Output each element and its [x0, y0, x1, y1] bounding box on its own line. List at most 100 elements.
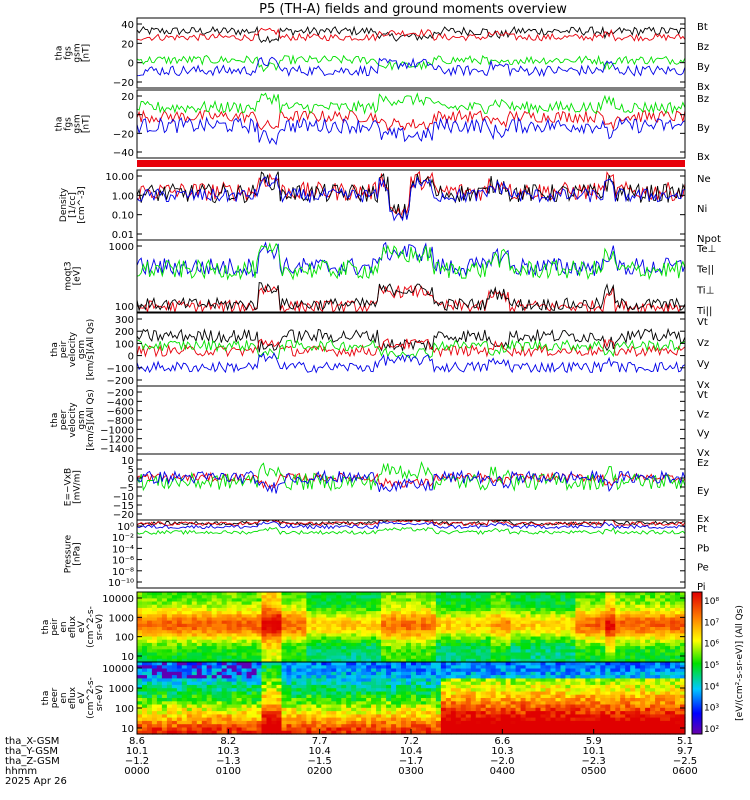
spectrogram-cell [535, 720, 542, 725]
spectrogram-cell [226, 707, 233, 712]
spectrogram-cell [206, 617, 213, 622]
spectrogram-cell [411, 601, 417, 606]
spectrogram-cell [500, 601, 507, 606]
spectrogram-cell [321, 639, 327, 644]
spectrogram-cell [465, 711, 472, 715]
spectrogram-cell [535, 598, 542, 603]
spectrogram-cell [555, 649, 562, 654]
spectrogram-cell [326, 614, 332, 619]
spectrogram-cell [196, 724, 203, 729]
spectrogram-cell [311, 678, 317, 683]
spectrogram-cell [306, 720, 312, 725]
spectrogram-cell [286, 639, 293, 644]
spectrogram-cell [480, 727, 487, 732]
spectrogram-cell [545, 652, 552, 657]
spectrogram-cell [151, 691, 158, 696]
spectrogram-cell [550, 655, 557, 660]
spectrogram-cell [336, 611, 342, 615]
spectrogram-cell [560, 601, 567, 606]
spectrogram-cell [331, 655, 337, 660]
spectrogram-cell [356, 707, 362, 712]
spectrogram-cell [366, 604, 372, 609]
spectrogram-cell [575, 607, 581, 612]
spectrogram-cell [321, 652, 327, 657]
spectrogram-cell [142, 614, 148, 619]
spectrogram-cell [186, 711, 193, 715]
spectrogram-cell [231, 688, 238, 693]
spectrogram-cell [510, 633, 517, 638]
spectrogram-cell [425, 592, 432, 596]
y-tick-label: 40 [121, 20, 134, 31]
spectrogram-cell [361, 711, 367, 715]
spectrogram-cell [371, 620, 377, 625]
spectrogram-cell [147, 704, 153, 709]
spectrogram-cell [555, 707, 562, 712]
spectrogram-cell [211, 630, 218, 634]
spectrogram-cell [206, 607, 213, 612]
spectrogram-cell [301, 636, 307, 641]
spectrogram-cell [530, 698, 537, 702]
spectrogram-cell [396, 642, 402, 647]
spectrogram-cell [595, 662, 601, 666]
spectrogram-cell [575, 707, 581, 712]
spectrogram-cell [201, 662, 208, 666]
spectrogram-cell [241, 701, 248, 706]
spectrogram-cell [396, 698, 402, 702]
spectrogram-cell [206, 652, 213, 657]
spectrogram-cell [361, 642, 367, 647]
spectrogram-cell [500, 652, 507, 657]
spectrogram-cell [396, 611, 402, 615]
legend-pe: Pe [697, 563, 709, 574]
spectrogram-cell [301, 607, 307, 612]
spectrogram-cell [191, 662, 198, 666]
spectrogram-cell [560, 598, 567, 603]
spectrogram-cell [430, 694, 437, 699]
spectrogram-cell [470, 639, 477, 644]
spectrogram-cell [142, 707, 148, 712]
spectrogram-cell [650, 711, 656, 715]
spectrogram-cell [655, 688, 661, 693]
spectrogram-cell [470, 675, 477, 679]
spectrogram-cell [425, 714, 432, 719]
spectrogram-cell [421, 639, 427, 644]
spectrogram-cell [296, 592, 302, 596]
y-label-line: gsm [77, 340, 87, 359]
spectrogram-cell [391, 665, 397, 670]
spectrogram-cell [316, 652, 322, 657]
spectrogram-cell [396, 655, 402, 660]
spectrogram-cell [161, 688, 168, 693]
spectrogram-cell [186, 630, 193, 634]
spectrogram-cell [391, 727, 397, 732]
spectrogram-cell [560, 614, 567, 619]
spectrogram-cell [445, 684, 452, 689]
spectrogram-cell [196, 655, 203, 660]
spectrogram-cell [535, 662, 542, 666]
spectrogram-cell [435, 652, 442, 657]
spectrogram-cell [311, 604, 317, 609]
spectrogram-cell [600, 655, 606, 660]
spectrogram-cell [381, 636, 387, 641]
spectrogram-cell [416, 614, 422, 619]
spectrogram-cell [595, 684, 601, 689]
spectrogram-cell [346, 604, 352, 609]
spectrogram-cell [326, 675, 332, 679]
spectrogram-cell [331, 649, 337, 654]
spectrogram-cell [147, 601, 153, 606]
spectrogram-cell [450, 642, 457, 647]
spectrogram-cell [485, 627, 492, 631]
spectrogram-cell [411, 652, 417, 657]
spectrogram-cell [610, 607, 616, 612]
spectrogram-cell [137, 720, 143, 725]
spectrogram-cell [181, 630, 188, 634]
spectrogram-cell [261, 649, 268, 654]
spectrogram-cell [246, 623, 253, 628]
spectrogram-cell [595, 701, 601, 706]
spectrogram-cell [191, 684, 198, 689]
spectrogram-cell [231, 607, 238, 612]
spectrogram-cell [366, 720, 372, 725]
spectrogram-cell [176, 662, 183, 666]
spectrogram-cell [226, 604, 233, 609]
spectrogram-cell [336, 620, 342, 625]
spectrogram-cell [425, 675, 432, 679]
spectrogram-cell [630, 601, 636, 606]
